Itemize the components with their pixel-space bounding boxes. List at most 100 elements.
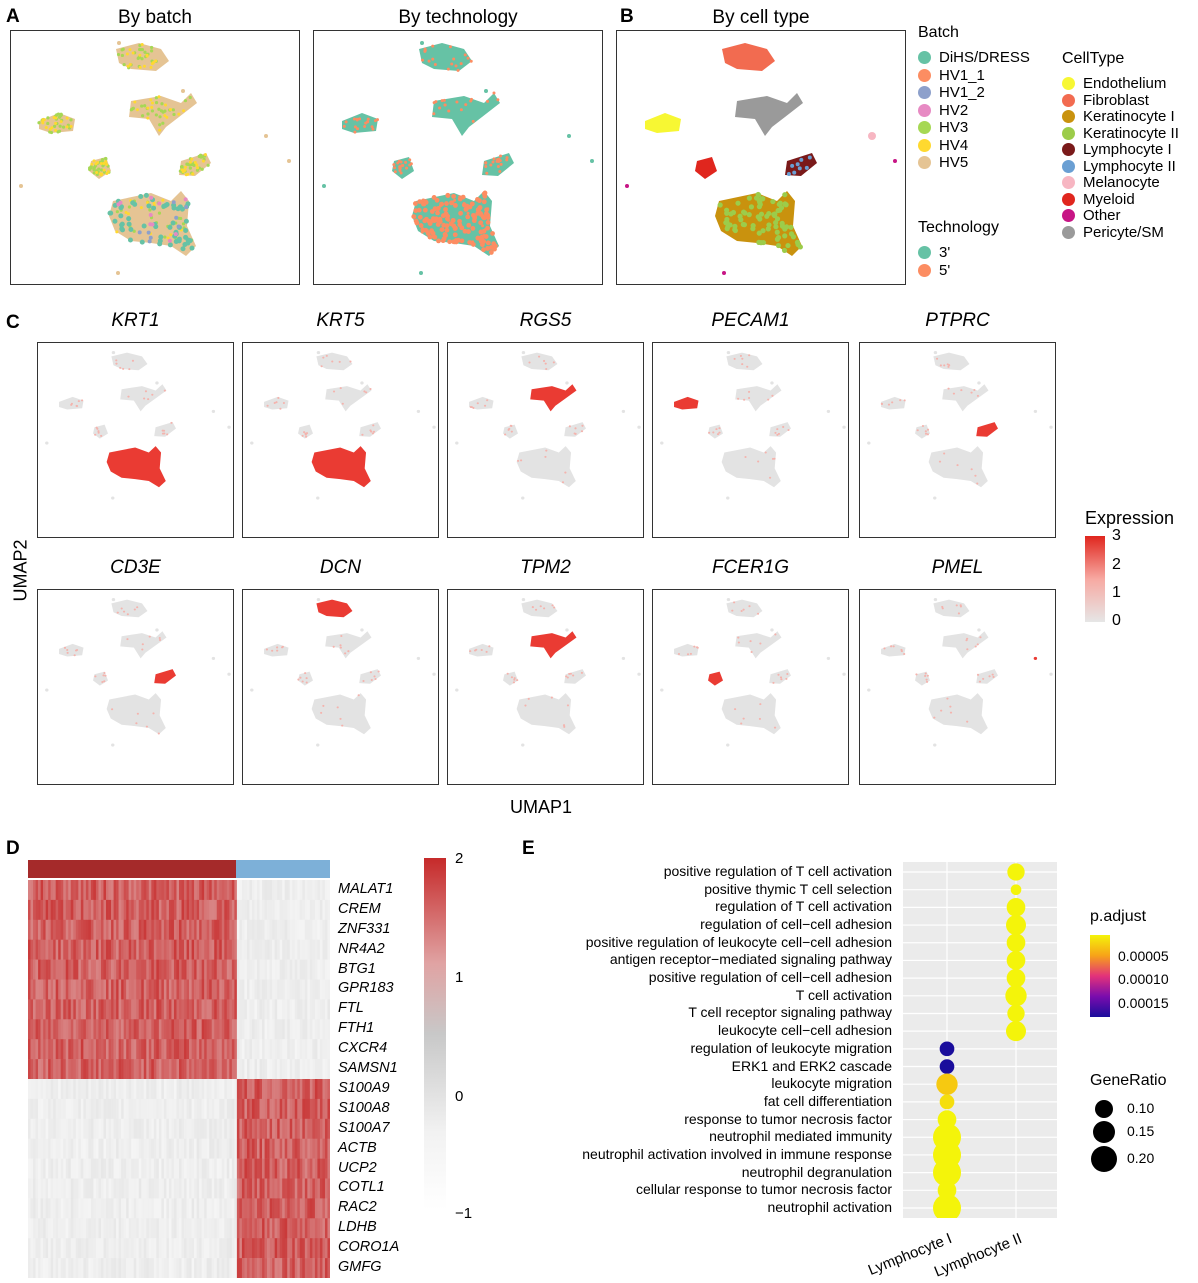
expression-legend-title: Expression [1085,508,1175,528]
legend-item-batch: HV1_1 [918,67,985,84]
go-dot [1010,884,1022,896]
heatmap-gene-label: CREM [338,900,381,917]
legend-label: HV2 [939,101,969,119]
feature-gene-label: DCN [319,557,362,578]
heatmap-gene-label: S100A8 [338,1099,390,1116]
legend-item-celltype: Endothelium [1062,75,1166,92]
feature-plot [37,589,234,785]
feature-plot [859,589,1056,785]
heatmap-gene-label: CXCR4 [338,1040,388,1057]
celltype-cluster-upper-mid [735,93,803,136]
go-term-label: regulation of cell−cell adhesion [700,916,892,933]
expression-tick-2: 2 [1112,556,1121,573]
heatmap-gene-label: UCP2 [338,1159,377,1176]
go-term-label: regulation of T cell activation [715,898,892,915]
legend-label: Keratinocyte II [1083,124,1179,142]
heatmap [28,860,330,1278]
heatmap-gene-label: BTG1 [338,960,376,977]
go-term-label: neutrophil activation [767,1199,892,1215]
legend-item-celltype: Keratinocyte I [1062,108,1175,125]
go-dot [939,1094,955,1110]
legend-item-batch: DiHS/DRESS [918,49,1030,66]
go-term-label: positive regulation of leukocyte cell−ce… [585,933,892,950]
feature-gene-label: PMEL [931,557,984,578]
feature-gene-label: PTPRC [925,310,990,331]
panel-label-e: E [522,838,535,859]
generatio-legend-title: GeneRatio [1090,1072,1167,1089]
heatmap-tick-0: 0 [455,1088,464,1105]
go-term-label: positive thymic T cell selection [704,880,892,897]
panel-label-d: D [6,838,20,859]
heatmap-gene-label: NR4A2 [338,940,385,957]
go-dot [936,1073,958,1095]
go-dot [1006,933,1026,953]
technology-legend-title: Technology [918,219,999,236]
panel-label-c: C [6,312,20,333]
feature-gene-label: FCER1G [711,557,790,578]
dotplot-background [903,862,1057,1218]
umap-cluster-upper-mid [432,93,500,136]
legend-swatch [1062,143,1075,156]
heatmap-gene-label: MALAT1 [338,880,394,897]
legend-label: Lymphocyte II [1083,157,1176,175]
legend-label: Keratinocyte I [1083,108,1175,125]
legend-item-celltype: Melanocyte [1062,174,1160,191]
legend-swatch [918,121,931,134]
umap-technology-plot [313,30,603,285]
go-dotplot [903,862,1057,1218]
umap-speck [567,134,571,138]
umap-speck [117,41,121,45]
legend-item-technology: 3' [918,244,950,261]
feature-plot [652,342,849,538]
go-dot [1006,951,1026,970]
go-dot [939,1059,955,1074]
legend-swatch [1062,192,1075,206]
panel-label-a: A [6,6,20,27]
go-term-label: neutrophil mediated immunity [709,1128,892,1145]
go-term-label: positive regulation of cell−cell adhesio… [648,969,892,986]
legend-swatch [1062,93,1075,107]
legend-swatch [1062,159,1075,173]
legend-label: 3' [939,244,951,261]
go-dot [939,1041,955,1057]
go-dot [1006,915,1026,936]
heatmap-colorbar [424,858,446,1210]
celltype-legend-title: CellType [1062,50,1125,67]
legend-item-batch: HV5 [918,154,968,171]
go-term-label: cellular response to tumor necrosis fact… [636,1181,892,1198]
go-dot [1006,898,1026,917]
legend-swatch [1062,126,1075,140]
heatmap-gene-label: LDHB [338,1219,377,1236]
go-dot [933,1194,961,1218]
generatio-dot-medium [1093,1121,1115,1143]
legend-swatch [1062,176,1075,189]
heatmap-tick-neg1: −1 [455,1205,473,1222]
feature-gene-label: KRT1 [111,310,160,331]
generatio-label-3: 0.20 [1127,1150,1155,1166]
heatmap-gene-label: S100A9 [338,1079,390,1096]
celltype-cluster-left [645,113,681,133]
umap-cluster-top [419,43,472,71]
legend-swatch [1062,77,1075,90]
legend-swatch [918,156,931,169]
go-dot [1006,1021,1026,1042]
heatmap-tick-2: 2 [455,850,464,867]
feature-gene-label: PECAM1 [711,310,790,331]
group-bar-lymphocyte-2 [236,860,330,878]
expression-tick-1: 1 [1112,584,1121,601]
umap-speck [287,159,291,163]
heatmap-gene-label: S100A7 [338,1119,390,1136]
other-speck [722,271,726,275]
feature-gene-label: CD3E [110,557,161,578]
legend-item-celltype: Lymphocyte I [1062,141,1172,158]
umap-title-technology: By technology [398,7,518,28]
go-term-label: antigen receptor−mediated signaling path… [609,951,892,968]
group-bar-lymphocyte-1 [28,860,236,878]
umap2-axis-label: UMAP2 [10,539,31,602]
umap-title-celltype: By cell type [712,7,810,28]
umap-title-batch: By batch [118,7,192,28]
legend-item-celltype: Lymphocyte II [1062,158,1176,175]
padjust-colorbar [1090,935,1110,1017]
legend-swatch [918,246,931,259]
feature-gene-label: KRT5 [316,310,365,331]
